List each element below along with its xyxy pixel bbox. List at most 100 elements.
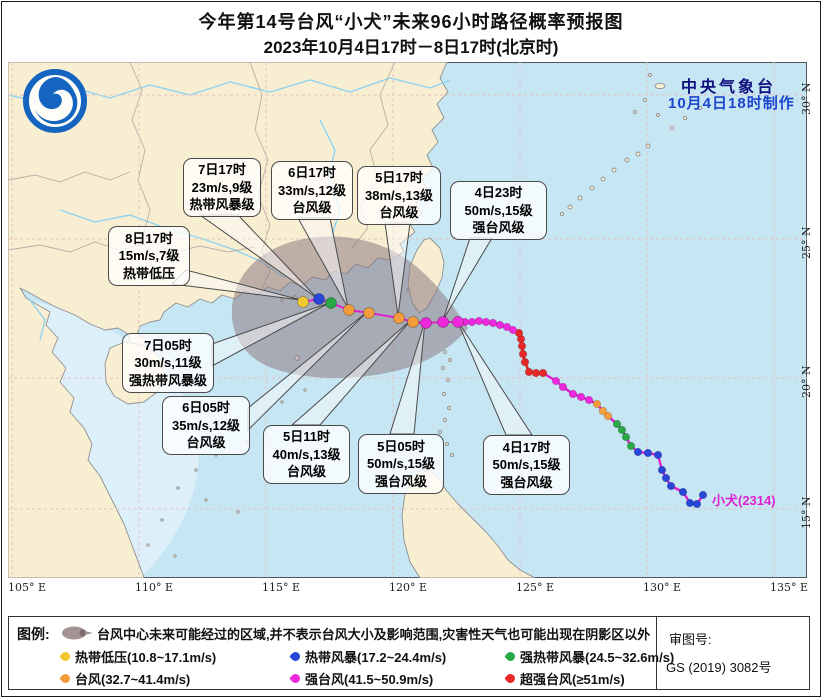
- callout-c6-17: 6日17时 33m/s,12级 台风级: [271, 161, 353, 220]
- callout-c7-05: 7日05时 30m/s,11级 强热带风暴级: [122, 333, 214, 393]
- legend-marker: [59, 650, 72, 663]
- current-position-point: [452, 316, 464, 328]
- history-point: [698, 490, 708, 500]
- legend-item-sts: 强热带风暴(24.5~32.6m/s): [504, 647, 674, 666]
- legend-cone-text: 台风中心未来可能经过的区域,并不表示台风大小及影响范围,灾害性天气也可能出现在阴…: [97, 627, 651, 642]
- history-point: [558, 382, 568, 392]
- lon-tick-label: 110° E: [135, 581, 174, 594]
- history-point: [576, 392, 586, 402]
- callout-line: 强台风级: [472, 220, 525, 236]
- callout-line: 6日05时: [182, 400, 230, 416]
- forecast-point: [407, 316, 419, 328]
- history-point: [603, 411, 613, 421]
- callout-c5-05: 5日05时 50m/s,15级 强台风级: [358, 434, 444, 494]
- history-point: [568, 389, 578, 399]
- callout-c4-23: 4日23时 50m/s,15级 强台风级: [450, 181, 547, 240]
- callout-line: 7日05时: [144, 337, 192, 353]
- history-point: [643, 448, 653, 458]
- callout-line: 5日17时: [375, 170, 423, 186]
- cma-logo: [23, 69, 87, 133]
- lon-tick-label: 115° E: [262, 581, 301, 594]
- history-point: [598, 406, 608, 416]
- callout-c7-17: 7日17时 23m/s,9级 热带风暴级: [183, 158, 261, 217]
- callout-line: 强台风级: [500, 474, 553, 490]
- callout-line: 热带低压: [122, 265, 175, 281]
- map-graphics: [8, 62, 807, 578]
- lon-tick-label: 125° E: [516, 581, 555, 594]
- callout-line: 23m/s,9级: [191, 179, 253, 195]
- callout-line: 台风级: [286, 464, 326, 480]
- legend-divider: [656, 617, 657, 689]
- callout-line: 50m/s,15级: [464, 202, 533, 218]
- history-point: [481, 317, 491, 327]
- legend-item-super: 超强台风(≥51m/s): [504, 669, 625, 688]
- history-point: [520, 357, 530, 367]
- forecast-point: [325, 297, 337, 309]
- lat-tick-label: 20° N: [800, 365, 813, 398]
- lat-tick-label: 25° N: [800, 226, 813, 259]
- lon-tick-label: 120° E: [389, 581, 428, 594]
- forecast-point: [420, 317, 432, 329]
- history-point: [685, 498, 695, 508]
- history-point: [617, 425, 627, 435]
- pointer-wedge-c4-23: [442, 237, 493, 321]
- legend-marker: [289, 672, 302, 685]
- legend-marker: [59, 672, 72, 685]
- legend-item-sty: 强台风(41.5~50.9m/s): [289, 669, 434, 688]
- legend-title: 图例:: [17, 626, 50, 642]
- history-point: [612, 419, 622, 429]
- legend-marker: [504, 650, 517, 663]
- callout-line: 台风级: [186, 435, 226, 451]
- history-point: [584, 395, 594, 405]
- legend-item-td: 热带低压(10.8~17.1m/s): [59, 647, 216, 666]
- map-review-number: GS (2019) 3082号: [666, 660, 772, 675]
- history-point: [621, 432, 631, 442]
- callout-line: 强热带风暴级: [128, 372, 207, 388]
- callout-line: 33m/s,12级: [278, 182, 346, 198]
- history-point: [474, 316, 484, 326]
- callout-line: 38m/s,13级: [365, 187, 433, 203]
- history-point: [666, 481, 676, 491]
- callout-line: 50m/s,15级: [367, 456, 435, 472]
- forecast-point: [393, 312, 405, 324]
- agency-watermark: 中央气象台: [681, 79, 777, 96]
- history-point: [517, 341, 527, 351]
- forecast-point: [343, 304, 355, 316]
- forecast-point: [313, 293, 325, 305]
- callout-line: 15m/s,7级: [118, 248, 180, 264]
- history-point: [467, 317, 477, 327]
- history-point: [488, 318, 498, 328]
- history-point: [633, 447, 643, 457]
- callout-line: 5日05时: [377, 438, 425, 454]
- legend-box: 图例: 台风中心未来可能经过的区域,并不表示台风大小及影响范围,灾害性天气也可能…: [8, 616, 810, 690]
- forecast-point: [297, 296, 309, 308]
- lat-tick-label: 30° N: [800, 82, 813, 115]
- callout-line: 强台风级: [374, 473, 427, 489]
- legend-label: 超强台风(≥51m/s): [520, 672, 625, 687]
- callout-line: 5日11时: [283, 429, 330, 445]
- page-subtitle: 2023年10月4日17时－8日17时(北京时): [263, 38, 559, 57]
- history-point: [653, 450, 663, 460]
- callout-c6-05: 6日05时 35m/s,12级 台风级: [162, 396, 250, 455]
- callout-line: 7日17时: [198, 162, 246, 178]
- callout-c5-11: 5日11时 40m/s,13级 台风级: [263, 425, 350, 484]
- lon-tick-label: 135° E: [770, 581, 809, 594]
- history-point: [531, 368, 541, 378]
- legend-label: 台风(32.7~41.4m/s): [75, 672, 191, 687]
- callout-line: 台风级: [379, 205, 419, 221]
- callout-line: 4日23时: [474, 185, 523, 201]
- history-point: [661, 473, 671, 483]
- callout-line: 35m/s,12级: [172, 417, 240, 433]
- callout-c8-17: 8日17时 15m/s,7级 热带低压: [108, 226, 190, 286]
- issue-time-watermark: 10月4日18时制作: [668, 95, 795, 112]
- history-point: [502, 322, 512, 332]
- legend-label: 强台风(41.5~50.9m/s): [305, 672, 434, 687]
- history-point: [692, 499, 702, 509]
- callout-line: 50m/s,15级: [492, 457, 561, 473]
- history-point: [551, 376, 561, 386]
- forecast-point: [437, 316, 449, 328]
- map-review-number-label: 审图号:: [669, 632, 712, 647]
- legend-marker: [504, 672, 517, 685]
- legend-item-ty: 台风(32.7~41.4m/s): [59, 669, 191, 688]
- callout-pointer-wedges: [170, 214, 533, 436]
